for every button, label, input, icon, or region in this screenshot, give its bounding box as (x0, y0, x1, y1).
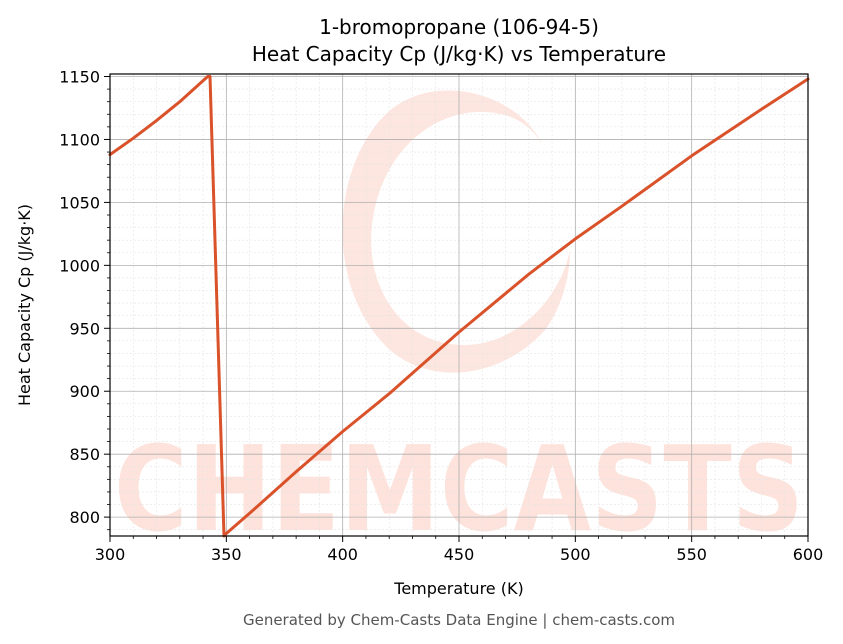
x-tick-label: 550 (676, 545, 707, 564)
x-tick-label: 500 (560, 545, 591, 564)
x-axis: 300 350 400 450 500 550 600 (95, 536, 824, 564)
major-grid (109, 74, 809, 536)
y-tick-label: 1000 (59, 256, 100, 275)
x-tick-label: 600 (793, 545, 824, 564)
y-axis: 800 850 900 950 1000 1050 1100 1150 (59, 68, 110, 531)
chart-title-line1: 1-bromopropane (106-94-5) (319, 15, 599, 39)
series-group (108, 75, 810, 538)
y-axis-title: Heat Capacity Cp (J/kg·K) (15, 204, 34, 406)
y-tick-label: 800 (69, 508, 100, 527)
x-tick-label: 350 (211, 545, 242, 564)
y-tick-label: 1100 (59, 130, 100, 149)
x-tick-label: 300 (95, 545, 126, 564)
x-tick-label: 400 (327, 545, 358, 564)
x-tick-label: 450 (444, 545, 475, 564)
y-tick-label: 950 (69, 319, 100, 338)
heat-capacity-line (108, 75, 810, 538)
y-tick-label: 1150 (59, 68, 100, 87)
chart-title-line2: Heat Capacity Cp (J/kg·K) vs Temperature (252, 42, 666, 66)
x-axis-title: Temperature (K) (393, 579, 523, 598)
y-tick-label: 1050 (59, 193, 100, 212)
y-tick-label: 900 (69, 382, 100, 401)
footer-credit: Generated by Chem-Casts Data Engine | ch… (243, 611, 675, 629)
y-tick-label: 850 (69, 445, 100, 464)
